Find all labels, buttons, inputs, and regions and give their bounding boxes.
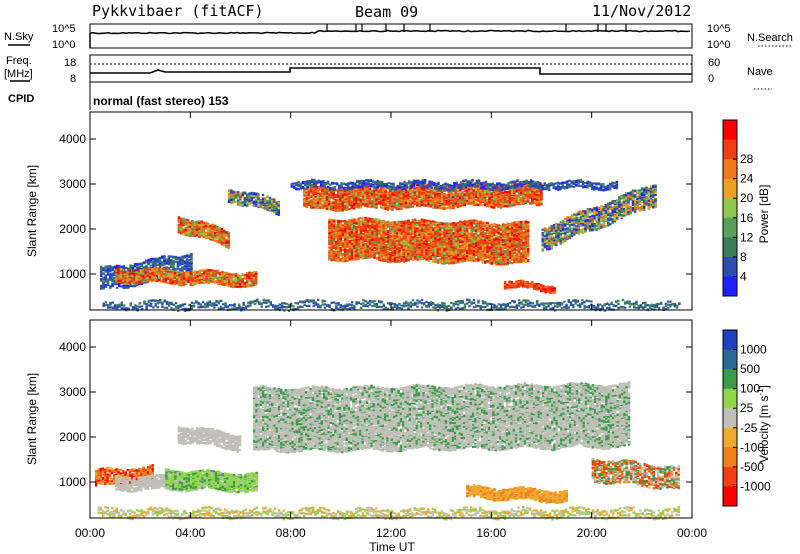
nsky-tick-bottom: 10^0: [52, 39, 76, 51]
freq-trace: [90, 67, 692, 75]
colorbar-swatch: [723, 159, 737, 180]
colorbar-tick-label: 28: [740, 152, 754, 166]
colorbar-swatch: [723, 349, 737, 370]
colorbar-swatch: [723, 388, 737, 409]
y-tick-label: 2000: [59, 222, 86, 236]
cpid-text: normal (fast stereo) 153: [93, 94, 229, 108]
y-tick-label: 4000: [59, 132, 86, 146]
x-tick-label: 00:00: [75, 526, 105, 540]
colorbar-swatch: [723, 486, 737, 507]
power-colorbar: 4 8 12 16 20 24 28: [722, 119, 754, 297]
colorbar-tick-label: 12: [740, 230, 754, 244]
colorbar-tick-label: -1000: [740, 479, 771, 493]
colorbar-swatch: [723, 276, 737, 297]
colorbar-swatch: [723, 369, 737, 390]
y-tick-label: 3000: [59, 177, 86, 191]
nsearch-label: N.Search: [747, 32, 793, 44]
x-tick-label: 08:00: [276, 526, 306, 540]
freq-label-2: [MHz]: [4, 68, 33, 80]
colorbar-swatch: [723, 178, 737, 199]
nsky-panel: [89, 23, 693, 49]
colorbar-swatch: [723, 408, 737, 429]
colorbar-tick-label: 4: [740, 269, 747, 283]
station-title: Pykkvibaer (fitACF): [92, 2, 264, 20]
y-tick-label: 1000: [59, 475, 86, 489]
colorbar-swatch: [723, 466, 737, 487]
colorbar-tick-label: -500: [740, 460, 764, 474]
power-heatmap: [100, 178, 681, 312]
colorbar-swatch: [723, 427, 737, 448]
nsky-trace: [89, 29, 691, 48]
colorbar-swatch: [723, 330, 737, 351]
freq-label-1: Freq.: [6, 55, 32, 67]
nsearch-tick-top: 10^5: [707, 23, 731, 35]
colorbar-swatch: [723, 120, 737, 141]
colorbar-swatch: [723, 198, 737, 219]
x-tick-label: 00:00: [677, 526, 707, 540]
nsky-label: N.Sky: [4, 31, 34, 43]
x-tick-label: 04:00: [175, 526, 205, 540]
nave-tick-bottom: 0: [708, 73, 714, 85]
freq-tick-top: 18: [64, 57, 76, 69]
nsky-tick-top: 10^5: [52, 23, 76, 35]
velocity-heatmap: [95, 381, 681, 521]
x-tick-label: 16:00: [476, 526, 506, 540]
velocity-colorbar: 1000 500 100 25 -25 -100 -500 -1000: [722, 329, 771, 507]
y-tick-label: 2000: [59, 430, 86, 444]
date-title: 11/Nov/2012: [592, 2, 691, 20]
y-tick-label: 3000: [59, 385, 86, 399]
nave-tick-top: 60: [708, 57, 720, 69]
colorbar-tick-label: 20: [740, 191, 754, 205]
colorbar-tick-label: 8: [740, 250, 747, 264]
velocity-colorbar-label: Velocity [m s-1]: [756, 385, 771, 463]
beam-title: Beam 09: [355, 3, 418, 21]
freq-panel: [89, 54, 693, 83]
colorbar-swatch: [723, 217, 737, 238]
x-axis-label: Time UT: [369, 540, 415, 554]
power-colorbar-label: Power [dB]: [757, 185, 771, 244]
power-ylabel: Slant Range [km]: [25, 165, 39, 257]
colorbar-tick-label: 25: [740, 401, 754, 415]
colorbar-swatch: [723, 237, 737, 258]
colorbar-swatch: [723, 256, 737, 277]
colorbar-tick-label: 100: [740, 382, 760, 396]
colorbar-tick-label: 500: [740, 362, 760, 376]
cpid-label: CPID: [8, 93, 34, 105]
x-tick-label: 20:00: [577, 526, 607, 540]
colorbar-tick-label: -100: [740, 440, 764, 454]
colorbar-tick-label: 16: [740, 211, 754, 225]
colorbar-tick-label: 24: [740, 172, 754, 186]
colorbar-swatch: [723, 139, 737, 160]
nave-label: Nave: [747, 66, 773, 78]
colorbar-swatch: [723, 447, 737, 468]
velocity-ylabel: Slant Range [km]: [25, 373, 39, 465]
x-tick-label: 12:00: [376, 526, 406, 540]
colorbar-tick-label: 1000: [740, 343, 767, 357]
y-tick-label: 1000: [59, 267, 86, 281]
nsearch-tick-bottom: 10^0: [707, 39, 731, 51]
freq-tick-bottom: 8: [70, 73, 76, 85]
colorbar-tick-label: -25: [740, 421, 758, 435]
y-tick-label: 4000: [59, 340, 86, 354]
